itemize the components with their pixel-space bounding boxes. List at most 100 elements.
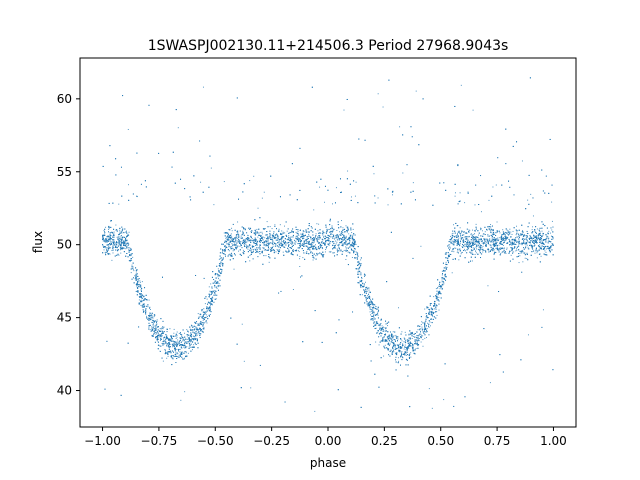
data-point <box>467 244 469 246</box>
data-point <box>254 248 256 250</box>
data-point <box>380 330 382 332</box>
data-point <box>186 338 188 340</box>
data-point <box>527 236 529 238</box>
data-point <box>382 106 384 108</box>
data-point <box>190 336 192 338</box>
data-point <box>369 311 371 313</box>
data-point <box>370 309 372 311</box>
data-point <box>506 232 508 234</box>
data-point <box>357 264 359 266</box>
data-point <box>506 236 508 238</box>
data-point <box>480 211 482 213</box>
data-point <box>173 342 175 344</box>
data-point <box>540 240 542 242</box>
data-point <box>302 243 304 245</box>
data-point <box>460 230 462 232</box>
data-point <box>138 286 140 288</box>
data-point <box>162 328 164 330</box>
data-point <box>163 326 165 328</box>
data-point <box>163 340 165 342</box>
data-point <box>136 278 138 280</box>
data-point <box>178 355 180 357</box>
data-point <box>106 251 108 253</box>
data-point <box>377 332 379 334</box>
data-point <box>212 296 213 298</box>
data-point <box>105 251 107 253</box>
data-point <box>322 248 324 250</box>
data-point <box>370 308 372 310</box>
data-point <box>341 234 343 236</box>
data-point <box>355 243 357 245</box>
data-point <box>521 244 523 246</box>
data-point <box>240 235 242 237</box>
data-point <box>345 242 347 244</box>
data-point <box>219 258 221 260</box>
data-point <box>451 238 453 240</box>
data-point <box>167 355 169 357</box>
data-point <box>199 323 201 325</box>
data-point <box>389 343 391 345</box>
data-point <box>147 306 149 308</box>
data-point <box>263 242 265 244</box>
data-point <box>478 242 480 244</box>
data-point <box>324 244 326 246</box>
data-point <box>471 242 473 244</box>
data-point <box>223 232 225 234</box>
data-point <box>404 346 406 348</box>
data-point <box>194 342 196 344</box>
data-point <box>311 242 313 244</box>
data-point <box>259 244 261 245</box>
data-point <box>237 221 239 223</box>
data-point <box>184 347 186 349</box>
data-point <box>420 245 422 247</box>
data-point <box>151 326 153 328</box>
data-point <box>116 243 118 245</box>
data-point <box>506 247 508 249</box>
data-point <box>182 337 184 339</box>
data-point <box>143 296 145 298</box>
data-point <box>474 233 476 235</box>
data-point <box>200 323 202 325</box>
data-point <box>242 230 244 232</box>
data-point <box>403 348 405 350</box>
data-point <box>251 238 253 240</box>
data-point <box>417 329 419 331</box>
data-point <box>228 229 230 231</box>
data-point <box>521 249 523 251</box>
data-point <box>511 250 513 252</box>
data-point <box>472 109 474 111</box>
data-point <box>317 230 319 232</box>
data-point <box>155 328 157 330</box>
data-point <box>163 338 165 340</box>
data-point <box>408 344 410 346</box>
data-point <box>459 227 461 229</box>
data-point <box>224 256 226 258</box>
data-point <box>267 240 269 242</box>
data-point <box>353 244 355 246</box>
data-point <box>547 242 549 244</box>
data-point <box>239 245 241 247</box>
data-point <box>469 229 471 231</box>
data-point <box>431 312 433 314</box>
data-point <box>289 238 291 240</box>
data-point <box>397 357 399 359</box>
data-point <box>262 247 264 249</box>
data-point <box>302 232 304 234</box>
data-point <box>299 266 301 267</box>
data-point <box>510 243 512 245</box>
data-point <box>515 250 517 252</box>
data-point <box>417 339 419 341</box>
data-point <box>140 289 142 291</box>
data-point <box>445 261 447 263</box>
data-point <box>240 237 242 239</box>
data-point <box>330 230 332 232</box>
data-point <box>218 283 220 285</box>
data-point <box>326 240 328 242</box>
data-point <box>316 223 318 225</box>
data-point <box>394 346 396 348</box>
data-point <box>516 240 518 242</box>
data-point <box>393 335 395 337</box>
data-point <box>516 248 518 250</box>
data-point <box>299 255 301 257</box>
data-point <box>282 251 284 253</box>
